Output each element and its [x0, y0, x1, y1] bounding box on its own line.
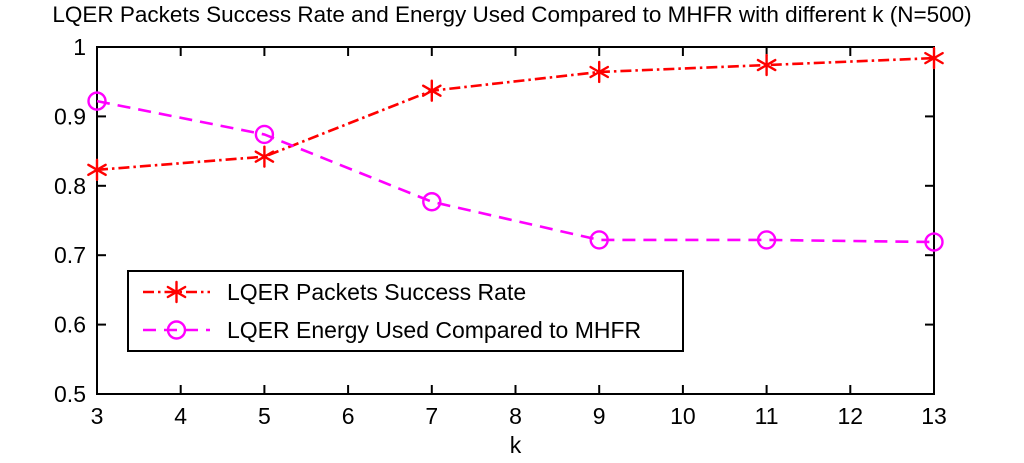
lqer-energy-used-compared-to-mhfr-marker — [589, 230, 609, 250]
x-tick-label: 8 — [509, 403, 522, 429]
y-tick-label: 1 — [73, 34, 86, 60]
legend: LQER Packets Success Rate LQER Energy Use… — [127, 270, 684, 352]
lqer-energy-used-compared-to-mhfr-marker — [254, 124, 275, 145]
legend-label: LQER Energy Used Compared to MHFR — [227, 317, 641, 343]
lqer-packets-success-rate-marker — [421, 79, 442, 102]
y-tick-label: 0.7 — [54, 242, 86, 268]
lqer-packets-success-rate-marker — [756, 53, 777, 77]
lqer-energy-used-compared-to-mhfr-marker — [756, 230, 777, 250]
x-tick-label: 11 — [755, 403, 779, 429]
lqer-energy-used-compared-to-mhfr-marker — [422, 192, 442, 212]
y-tick-label: 0.5 — [54, 381, 86, 407]
chart-title: LQER Packets Success Rate and Energy Use… — [52, 2, 972, 27]
lqer-packets-success-rate-marker — [254, 145, 275, 168]
x-tick-label: 5 — [258, 403, 271, 429]
legend-sample-marker — [166, 320, 187, 340]
x-tick-label: 13 — [921, 403, 947, 429]
x-tick-label: 6 — [342, 403, 355, 429]
x-tick-label: 4 — [174, 403, 187, 429]
x-tick-label: 7 — [425, 403, 438, 429]
legend-label: LQER Packets Success Rate — [227, 279, 526, 305]
legend-box — [127, 270, 684, 352]
y-tick-label: 0.9 — [54, 103, 86, 129]
y-tick-label: 0.6 — [54, 312, 86, 338]
lqer-packets-success-rate-marker — [589, 60, 610, 84]
x-tick-label: 9 — [593, 403, 606, 429]
x-tick-label: 3 — [91, 403, 104, 429]
lqer-packets-success-rate-line — [96, 56, 935, 172]
lqer-packets-success-rate-marker — [87, 158, 107, 182]
x-axis-label: k — [510, 432, 522, 458]
legend-sample-marker — [166, 280, 187, 304]
legend-item: LQER Packets Success Rate — [143, 279, 526, 305]
x-tick-label: 10 — [670, 403, 696, 429]
lqer-packets-success-rate-marker — [924, 46, 944, 70]
legend-item: LQER Energy Used Compared to MHFR — [143, 317, 641, 343]
x-tick-label: 12 — [838, 403, 864, 429]
lqer-energy-used-compared-to-mhfr-marker — [87, 91, 107, 111]
y-tick-label: 0.8 — [54, 173, 86, 199]
lqer-energy-used-compared-to-mhfr-marker — [924, 232, 944, 252]
lqer-energy-used-compared-to-mhfr-line — [96, 99, 935, 244]
